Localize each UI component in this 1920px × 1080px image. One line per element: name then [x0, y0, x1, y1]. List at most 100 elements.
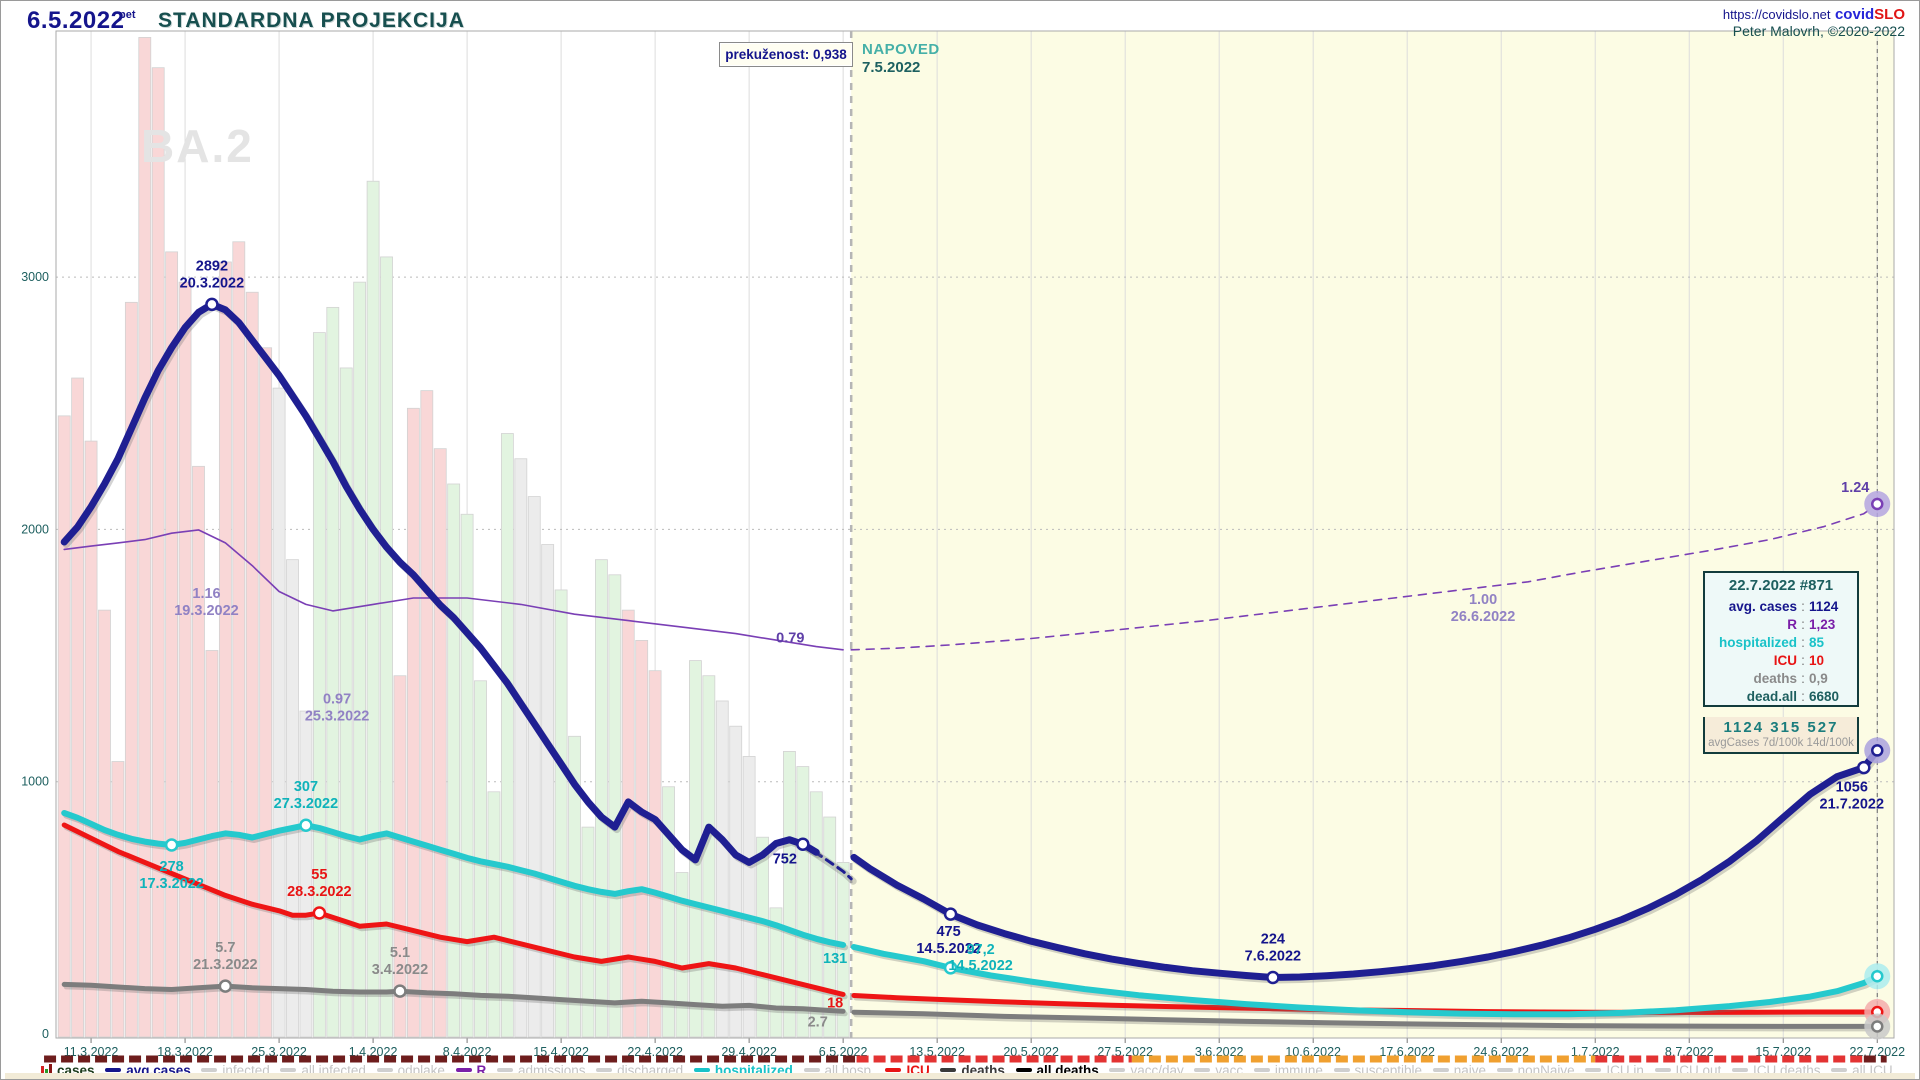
point-marker-hosp [943, 961, 958, 975]
point-marker-cases [1857, 760, 1871, 775]
case-bar [380, 256, 393, 1038]
legend-dash-icon [1731, 1068, 1748, 1072]
legend-dash-icon [693, 1068, 710, 1072]
summary-title: 22.7.2022 #871 [1728, 577, 1834, 594]
end-marker-R [1871, 497, 1884, 511]
series-deaths.forecast [851, 1009, 1880, 1029]
legend-dash-icon [803, 1068, 820, 1072]
legend-dash-icon [105, 1068, 122, 1072]
summary-value: 1124 [1809, 598, 1839, 614]
x-tick-label: 22.7.2022 [1849, 1045, 1905, 1059]
case-bar [500, 433, 514, 1038]
y-tick-label: 3000 [21, 270, 49, 284]
y-tick-label: 2000 [21, 522, 49, 536]
x-tick-label: 8.4.2022 [443, 1045, 492, 1059]
case-bar [581, 826, 595, 1038]
end-marker-deaths [1871, 1020, 1884, 1033]
case-bar [84, 440, 98, 1038]
legend-dash-icon [1109, 1068, 1126, 1072]
case-bar [460, 513, 474, 1038]
summary-colon: : [1801, 634, 1805, 650]
case-bar [366, 180, 380, 1038]
end-marker-cases [1871, 744, 1884, 757]
legend-dash-icon [1496, 1068, 1513, 1072]
annotation: 0.79 [776, 631, 804, 647]
annotation: 5.1 3.4.2022 [372, 945, 428, 978]
case-bar [312, 332, 326, 1038]
summary-row-deaths: deaths:0,9 [1705, 669, 1857, 687]
legend-dash-icon [1253, 1068, 1270, 1072]
case-bar [648, 670, 662, 1038]
legend-dash-icon [1015, 1068, 1032, 1072]
annotation: 278 17.3.2022 [139, 859, 204, 892]
site-url-link[interactable]: https://covidslo.net [1722, 7, 1831, 22]
case-bar [433, 448, 447, 1038]
summary-value: 6680 [1809, 688, 1840, 704]
summary-value: 85 [1809, 634, 1825, 650]
summary-row-hospitalized: hospitalized:85 [1705, 633, 1857, 651]
point-marker-hosp [164, 838, 179, 852]
series-avg.cases [60, 300, 820, 866]
summary-rows: avg. cases:1124 R:1,23 hospitalized:85 ICU:… [1705, 597, 1857, 705]
case-bar [635, 640, 649, 1038]
legend-dash-icon [1194, 1068, 1211, 1072]
annotation: 1.24 [1841, 480, 1869, 496]
legend-dash-icon [376, 1068, 393, 1072]
prekuzenost-badge: prekuženost: 0,938 [719, 42, 853, 67]
case-bar [675, 872, 689, 1038]
legend-dash-icon [1432, 1068, 1449, 1072]
series-avg.cases.tail [801, 842, 853, 881]
case-bar [151, 67, 165, 1038]
case-bar [178, 281, 192, 1038]
legend-dash-icon [596, 1068, 613, 1072]
series-hospitalized [61, 810, 847, 948]
annotation: 131 [823, 951, 847, 967]
series-deaths [61, 981, 846, 1014]
case-bar [621, 609, 635, 1038]
summary-colon: : [1801, 598, 1805, 614]
summary-label: deaths [1753, 670, 1797, 686]
case-bar [98, 609, 111, 1038]
legend-dash-icon [940, 1068, 957, 1072]
point-marker-hosp [299, 818, 313, 832]
annotation: 5.7 21.3.2022 [193, 940, 258, 973]
case-bar [71, 377, 85, 1038]
series-lines [60, 300, 1883, 1032]
annotation: 55 28.3.2022 [287, 867, 352, 900]
case-bar [715, 700, 729, 1038]
case-bar [245, 291, 259, 1038]
case-bar [57, 415, 71, 1038]
point-marker-cases [943, 907, 958, 921]
case-bar [514, 458, 528, 1038]
annotation: 1.16 19.3.2022 [174, 586, 239, 619]
case-bar [406, 407, 420, 1038]
case-bar [796, 766, 810, 1038]
annotation: 2892 20.3.2022 [180, 258, 245, 291]
legend-dash-icon [280, 1068, 297, 1072]
summary-row-dead-all: dead.all:6680 [1705, 687, 1857, 705]
case-bar [393, 675, 407, 1038]
case-bar [259, 347, 273, 1038]
page-title: STANDARDNA PROJEKCIJA [158, 9, 465, 32]
annotation: 224 7.6.2022 [1245, 932, 1301, 965]
case-bar [809, 791, 823, 1038]
case-bar [339, 367, 353, 1038]
summary-colon: : [1801, 688, 1805, 704]
summary-value: 0,9 [1809, 670, 1828, 686]
case-bar [702, 675, 716, 1038]
annotation: 1.00 26.6.2022 [1451, 592, 1516, 625]
case-bar [111, 761, 125, 1038]
brand-slo: SLO [1874, 6, 1905, 23]
case-bar [272, 387, 286, 1038]
summary-label: dead.all [1746, 688, 1797, 704]
case-bar [823, 816, 837, 1038]
annotation: 18 [827, 995, 843, 1011]
end-marker-hosp [1871, 969, 1884, 983]
case-bar [595, 559, 608, 1038]
legend-dash-icon [885, 1068, 902, 1072]
point-marker-deaths [393, 984, 407, 998]
legend-item-r[interactable]: R [455, 1063, 486, 1078]
y-tick-label: 1000 [21, 775, 49, 789]
